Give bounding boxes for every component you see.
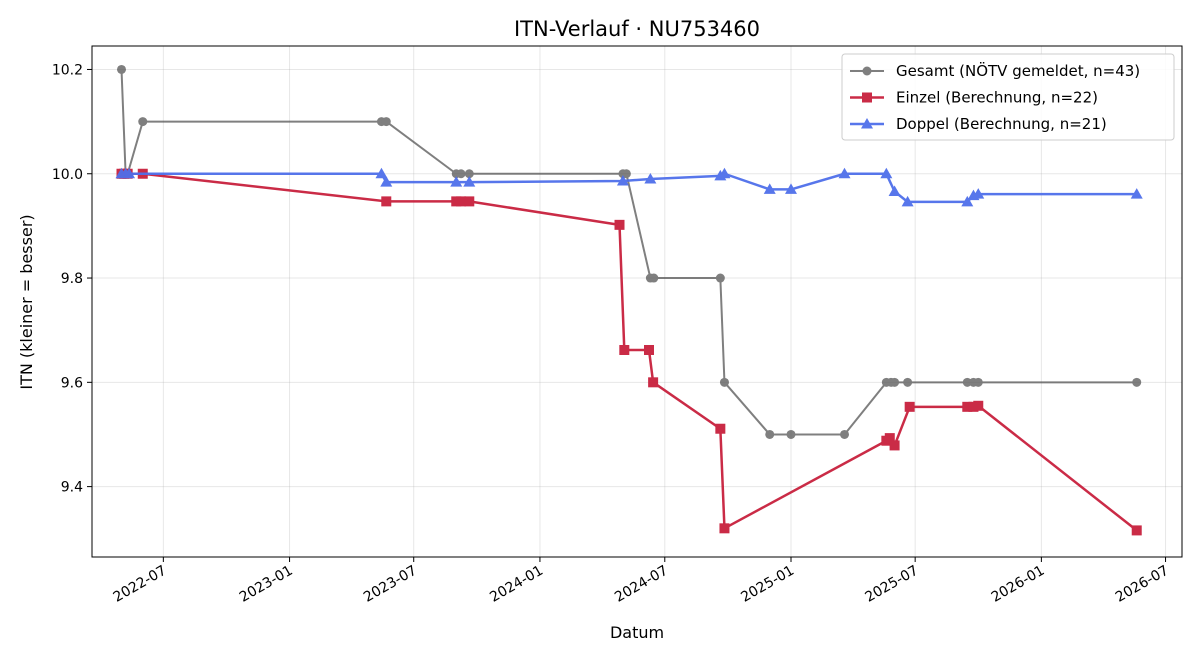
plot-frame [91,45,1183,558]
legend-label: Einzel (Berechnung, n=22) [896,89,1098,107]
legend-item [850,118,884,129]
data-point [973,400,984,411]
legend-item [850,92,884,103]
data-point [786,429,796,439]
grid-lines [92,46,1182,557]
series-layer [115,64,1143,536]
data-point [888,185,901,196]
data-point [380,176,393,187]
data-point [381,196,392,207]
data-point [884,433,895,444]
data-point [116,64,126,74]
data-point [1132,377,1142,387]
data-point [901,195,914,207]
data-point [375,167,388,179]
data-point [450,176,463,187]
data-point [138,117,148,127]
data-point [619,344,630,355]
y-tick-label: 9.6 [61,375,83,391]
data-point [614,219,625,230]
legend-marker [862,92,872,103]
data-point [784,183,797,194]
data-point [381,117,391,127]
y-tick-label: 9.4 [61,480,83,496]
data-point [962,377,972,387]
data-point [961,195,974,207]
legend-label: Doppel (Berechnung, n=21) [896,115,1107,133]
x-axis-label: Datum [610,623,664,642]
data-point [904,401,915,412]
data-point [463,176,476,187]
data-point [1130,188,1143,199]
data-point [719,523,730,534]
data-point [715,273,725,283]
data-point [962,401,973,412]
data-point [765,429,775,439]
legend-item [850,66,884,76]
data-point [890,377,900,387]
series-line [121,172,1138,532]
series-triangle [115,167,1143,207]
data-point [840,429,850,439]
data-point [880,167,893,179]
data-point [649,273,659,283]
data-point [456,196,467,207]
data-point [464,196,475,207]
data-point [889,440,900,451]
legend-marker [861,118,873,129]
data-point [644,344,655,355]
y-tick-label: 9.8 [61,271,83,287]
data-point [719,377,729,387]
data-point [616,175,629,186]
legend: Gesamt (NÖTV gemeldet, n=43) Einzel (Bere… [841,53,1175,141]
data-point [972,188,985,199]
data-point [648,377,659,388]
data-point [456,169,466,179]
y-tick-label: 10.2 [52,62,83,78]
legend-label: Gesamt (NÖTV gemeldet, n=43) [896,61,1140,80]
data-point [644,172,657,184]
data-point [621,169,631,179]
data-point [718,167,731,179]
data-point [464,169,474,179]
data-point [715,423,726,434]
data-point [763,183,776,194]
legend-marker [862,66,872,76]
legend-box [841,53,1175,141]
data-point [838,167,851,179]
chart-title: ITN-Verlauf · NU753460 [514,17,760,41]
data-point [903,377,913,387]
y-tick-label: 10.0 [52,167,83,183]
data-point [973,377,983,387]
data-point [1131,525,1142,536]
y-axis-label: ITN (kleiner = besser) [17,214,36,389]
data-point [123,167,136,179]
